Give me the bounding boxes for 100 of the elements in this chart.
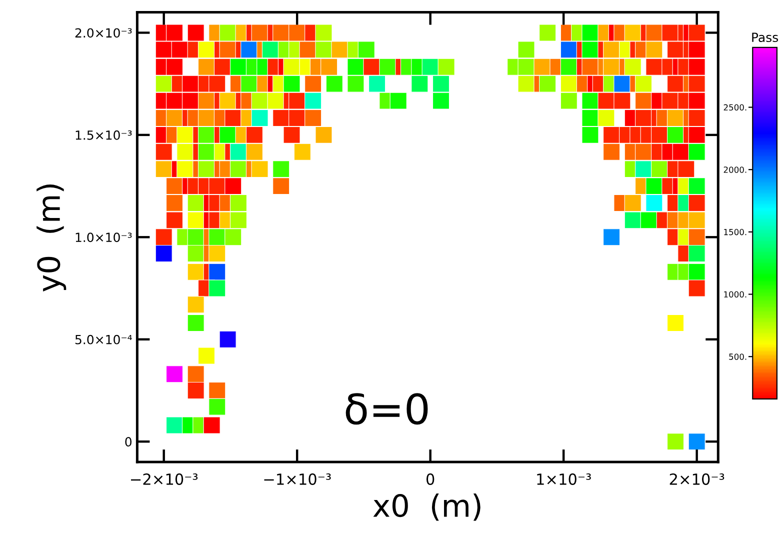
point xyxy=(518,75,535,92)
annotation: δ=0 xyxy=(346,393,428,425)
point xyxy=(208,178,226,195)
point xyxy=(650,160,668,178)
x-tick-label: 1×10⁻³ xyxy=(537,473,591,485)
point xyxy=(219,330,236,348)
point xyxy=(198,143,216,160)
point xyxy=(315,24,332,42)
point xyxy=(214,58,232,76)
point xyxy=(688,244,706,262)
point xyxy=(240,41,258,58)
point xyxy=(331,41,348,58)
point xyxy=(624,194,642,212)
point xyxy=(155,244,172,262)
point xyxy=(688,212,706,229)
point xyxy=(198,92,216,110)
color-bar-label: 1500. xyxy=(724,228,746,236)
point xyxy=(155,160,172,178)
point xyxy=(208,244,226,262)
point xyxy=(155,143,172,160)
point xyxy=(224,109,242,126)
point xyxy=(288,92,306,110)
point xyxy=(666,314,684,332)
y-tick-label: 2.0×10⁻³ xyxy=(75,28,132,38)
color-bar-label: 500. xyxy=(729,354,746,360)
point xyxy=(688,263,706,280)
point xyxy=(650,126,668,144)
point xyxy=(208,398,226,416)
point xyxy=(198,347,216,364)
x-tick-label: −2×10⁻³ xyxy=(130,473,198,485)
point xyxy=(230,160,247,178)
point xyxy=(251,109,268,126)
point xyxy=(598,109,615,126)
point xyxy=(662,24,679,42)
point xyxy=(560,75,578,92)
point xyxy=(666,433,684,450)
point xyxy=(283,75,300,92)
point xyxy=(187,296,204,314)
point xyxy=(198,109,216,126)
point xyxy=(603,126,620,144)
point xyxy=(614,75,631,92)
point xyxy=(262,41,279,58)
point xyxy=(283,126,300,144)
y-tick-label: 1.5×10⁻³ xyxy=(76,130,132,140)
point xyxy=(283,58,300,76)
point xyxy=(582,92,599,110)
point xyxy=(646,58,663,76)
point xyxy=(315,126,332,144)
color-bar-label: 2000. xyxy=(724,166,746,173)
x-tick-label: 2×10⁻³ xyxy=(670,473,724,485)
point xyxy=(363,58,380,76)
point xyxy=(347,58,364,76)
point xyxy=(390,92,407,110)
point xyxy=(432,75,450,92)
point xyxy=(688,109,706,126)
point xyxy=(646,178,663,195)
color-bar-label: 1000. xyxy=(724,291,746,298)
point xyxy=(246,126,263,144)
point xyxy=(422,58,439,76)
point xyxy=(635,109,652,126)
point xyxy=(603,41,620,58)
point xyxy=(688,178,706,195)
y-tick-label: 5.0×10⁻⁴ xyxy=(75,334,132,344)
point xyxy=(432,92,450,110)
point xyxy=(326,75,343,92)
point xyxy=(688,280,706,297)
point xyxy=(560,58,578,76)
x-tick-label: 0 xyxy=(426,473,434,485)
point xyxy=(688,24,706,42)
point xyxy=(288,109,306,126)
point xyxy=(208,263,226,280)
x-axis-title: x0 (m) xyxy=(373,494,480,521)
point xyxy=(320,58,338,76)
point xyxy=(624,58,642,76)
color-bar-label: 2500. xyxy=(724,104,746,111)
point xyxy=(368,75,386,92)
y-tick-label: 1.0×10⁻³ xyxy=(76,232,132,242)
color-bar-title: Pass xyxy=(752,32,778,42)
point xyxy=(198,58,216,76)
point xyxy=(534,58,551,76)
y-axis-title: y0 (m) xyxy=(36,184,66,292)
point xyxy=(635,160,652,178)
point xyxy=(603,58,620,76)
point xyxy=(246,143,263,160)
point xyxy=(230,143,247,160)
point xyxy=(251,92,268,110)
point xyxy=(614,92,631,110)
point xyxy=(230,212,247,229)
point xyxy=(267,92,284,110)
point xyxy=(304,92,322,110)
point xyxy=(219,126,236,144)
point xyxy=(646,194,663,212)
y-tick-label: 0 xyxy=(125,437,132,447)
point xyxy=(166,212,184,229)
point xyxy=(272,109,290,126)
point xyxy=(582,109,599,126)
point xyxy=(688,143,706,160)
point xyxy=(203,416,220,434)
point xyxy=(155,75,172,92)
point xyxy=(166,416,184,434)
